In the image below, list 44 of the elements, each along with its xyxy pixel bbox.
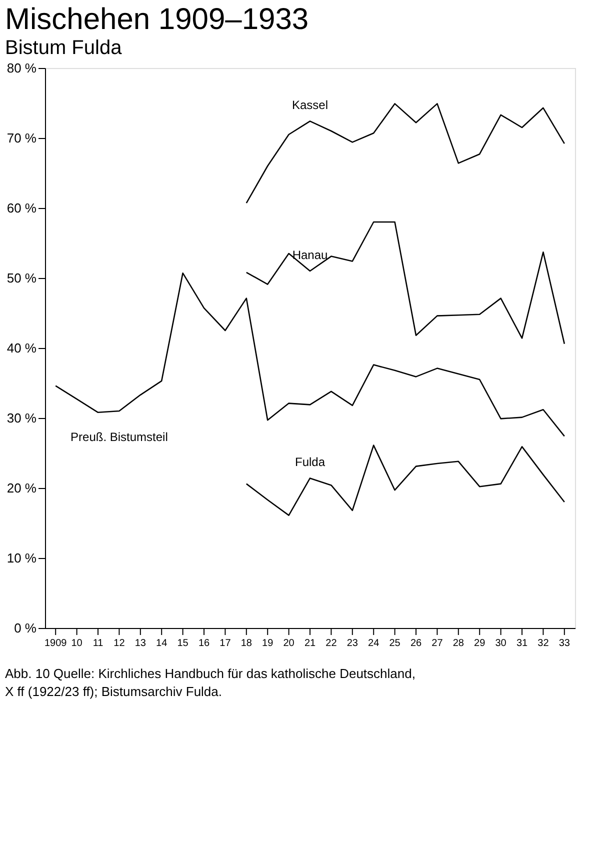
text: X ff (1922/23 ff); Bistumsarchiv Fulda. — [5, 684, 222, 699]
text: Preuß. Bistumsteil — [70, 430, 168, 444]
chart-subtitle: Bistum Fulda — [5, 37, 123, 59]
y-tick-label: 80 % — [6, 60, 37, 76]
x-tick-label: 33 — [558, 638, 570, 649]
caption: Abb. 10 Quelle: Kirchliches Handbuch für das katholische Deutschland, — [5, 666, 416, 681]
chart-title: Mischehen 1909–1933 — [5, 3, 309, 36]
series-label: Fulda — [294, 455, 326, 470]
x-tick-label: 30 — [495, 638, 507, 649]
x-tick-label: 13 — [134, 638, 146, 649]
y-tick-label: 60 % — [6, 200, 37, 216]
x-tick-label: 10 — [71, 638, 83, 649]
x-tick-label: 23 — [346, 638, 358, 649]
series-label: Kassel — [292, 98, 328, 112]
x-tick-label: 12 — [114, 638, 126, 649]
x-tick-label: 27 — [432, 638, 444, 649]
x-tick-label: 17 — [220, 638, 232, 649]
series-label: Hanau — [292, 248, 328, 262]
y-tick-label: 0 % — [14, 620, 37, 636]
x-tick-label: 20 — [283, 638, 295, 649]
x-tick-label: 29 — [474, 638, 486, 649]
x-tick-label: 28 — [452, 638, 464, 649]
y-tick-label: 10 % — [6, 550, 37, 566]
line-series — [246, 444, 566, 516]
x-tick-label: 1909 — [44, 638, 68, 649]
y-tick-label: 70 % — [6, 130, 37, 146]
x-tick-label: 22 — [326, 638, 338, 649]
y-tick-label: 30 % — [6, 410, 37, 426]
y-tick-label: 20 % — [6, 480, 37, 496]
x-tick-label: 31 — [516, 638, 528, 649]
x-tick-label: 16 — [198, 638, 210, 649]
x-tick-label: 21 — [304, 638, 316, 649]
x-tick-label: 25 — [389, 638, 401, 649]
line-series — [246, 221, 566, 344]
x-tick-label: 18 — [240, 638, 252, 649]
x-tick-label: 26 — [410, 638, 422, 649]
y-tick-label: 40 % — [6, 340, 37, 356]
x-tick-label: 32 — [538, 638, 550, 649]
x-tick-label: 24 — [368, 638, 380, 649]
x-tick-label: 19 — [262, 638, 274, 649]
x-tick-label: 14 — [156, 638, 168, 649]
x-tick-label: 15 — [177, 638, 189, 649]
x-tick-label: 11 — [92, 638, 104, 649]
y-tick-label: 50 % — [6, 270, 37, 286]
